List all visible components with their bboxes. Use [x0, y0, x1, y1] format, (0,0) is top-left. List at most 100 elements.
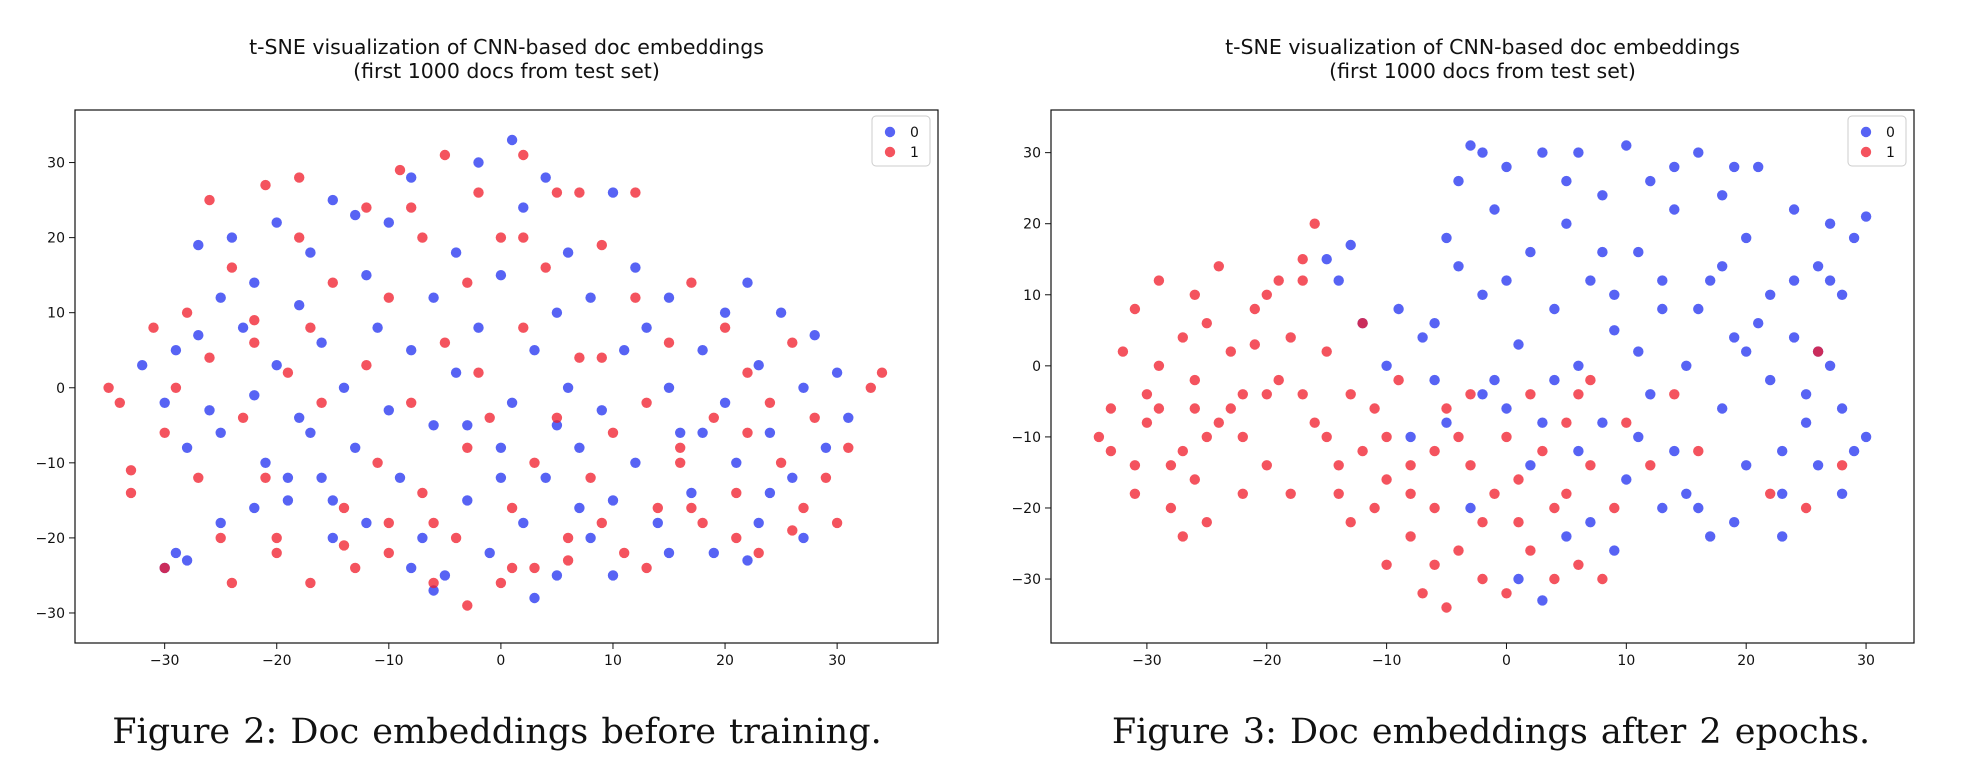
- scatter-point-class-0: [1848, 232, 1860, 244]
- scatter-point-class-1: [170, 382, 182, 393]
- scatter-point-class-1: [1585, 460, 1596, 471]
- scatter-point-class-1: [1285, 488, 1296, 499]
- scatter-point-class-1: [327, 277, 338, 288]
- scatter-point-class-1: [1237, 488, 1248, 499]
- scatter-point-class-0: [1717, 190, 1728, 201]
- scatter-point-class-1: [316, 397, 327, 408]
- scatter-point-class-0: [484, 547, 495, 559]
- scatter-point-class-1: [764, 397, 776, 408]
- scatter-point-class-1: [1189, 474, 1200, 485]
- scatter-point-class-0: [271, 360, 282, 371]
- scatter-point-class-0: [742, 555, 753, 566]
- scatter-point-class-0: [775, 307, 787, 318]
- scatter-point-class-1: [1836, 460, 1848, 471]
- scatter-point-class-1: [1333, 488, 1344, 499]
- scatter-point-class-0: [394, 472, 406, 483]
- scatter-point-class-0: [305, 247, 316, 258]
- scatter-point-class-1: [249, 337, 260, 348]
- scatter-point-class-0: [1729, 517, 1740, 528]
- data-points: [1093, 140, 1872, 613]
- scatter-point-class-0: [574, 442, 585, 453]
- scatter-point-class-0: [1669, 161, 1680, 173]
- scatter-point-class-0: [249, 277, 260, 288]
- scatter-point-class-0: [1609, 545, 1620, 556]
- scatter-point-class-1: [1345, 389, 1356, 400]
- scatter-point-class-1: [484, 412, 495, 423]
- chart-panel-before-training: t-SNE visualization of CNN-based doc emb…: [35, 35, 939, 752]
- scatter-point-class-0: [237, 322, 249, 333]
- scatter-point-class-1: [686, 277, 697, 288]
- scatter-point-class-0: [1836, 289, 1848, 300]
- scatter-point-class-0: [1753, 161, 1764, 173]
- scatter-point-class-0: [495, 270, 507, 281]
- scatter-point-class-0: [1860, 431, 1872, 443]
- scatter-point-class-0: [383, 217, 394, 228]
- scatter-point-class-0: [316, 472, 327, 483]
- scatter-point-class-0: [1537, 417, 1548, 428]
- scatter-point-class-0: [1729, 161, 1740, 173]
- scatter-point-class-0: [562, 382, 574, 393]
- scatter-point-class-1: [215, 532, 226, 544]
- scatter-point-class-0: [260, 457, 271, 468]
- x-tick-label: −30: [1132, 653, 1162, 669]
- scatter-point-class-1: [731, 487, 742, 499]
- scatter-point-class-0: [1525, 246, 1536, 258]
- scatter-point-class-1: [1297, 389, 1308, 400]
- scatter-point-class-0: [282, 495, 294, 506]
- legend-marker-0: [1860, 126, 1872, 138]
- scatter-point-class-0: [372, 322, 383, 333]
- scatter-point-class-0: [831, 367, 843, 378]
- scatter-point-class-0: [753, 517, 764, 529]
- legend-marker-1: [884, 146, 896, 158]
- scatter-point-class-0: [1417, 332, 1428, 343]
- y-tick-label: −30: [1011, 572, 1041, 588]
- scatter-point-class-0: [1633, 346, 1644, 357]
- scatter-point-class-1: [1297, 275, 1308, 286]
- scatter-point-class-0: [1788, 204, 1800, 215]
- scatter-point-class-0: [1525, 460, 1536, 471]
- scatter-point-class-1: [1105, 403, 1117, 414]
- scatter-point-class-0: [417, 532, 428, 544]
- scatter-point-class-1: [1621, 417, 1632, 428]
- scatter-point-class-0: [742, 277, 753, 288]
- scatter-point-class-1: [663, 337, 675, 348]
- legend-label-1: 1: [1886, 145, 1895, 161]
- scatter-point-class-1: [596, 517, 607, 529]
- scatter-point-class-0: [764, 487, 776, 499]
- x-tick-label: 10: [604, 653, 622, 669]
- scatter-point-class-1: [708, 412, 719, 423]
- scatter-point-class-0: [1717, 261, 1728, 272]
- scatter-point-class-0: [619, 345, 630, 356]
- scatter-point-class-0: [1657, 275, 1668, 286]
- scatter-point-class-1: [506, 562, 518, 574]
- scatter-point-class-1: [596, 239, 607, 251]
- scatter-point-class-1: [125, 465, 137, 476]
- y-tick-label: 20: [1023, 217, 1041, 233]
- scatter-point-class-0: [1429, 374, 1440, 386]
- scatter-point-class-0: [1609, 325, 1620, 336]
- scatter-point-class-0: [1501, 161, 1512, 173]
- scatter-point-class-1: [1537, 445, 1548, 457]
- scatter-point-class-0: [1501, 403, 1512, 414]
- scatter-point-class-0: [1645, 175, 1656, 187]
- y-tick-label: 10: [1023, 288, 1041, 304]
- legend-label-0: 0: [910, 125, 919, 141]
- scatter-point-class-0: [495, 472, 507, 483]
- scatter-point-class-1: [473, 187, 484, 198]
- scatter-point-class-0: [518, 517, 529, 529]
- scatter-point-class-1: [1357, 318, 1368, 329]
- scatter-point-class-0: [193, 330, 204, 341]
- scatter-point-class-0: [1693, 147, 1704, 158]
- scatter-point-class-1: [462, 442, 473, 453]
- scatter-point-class-1: [305, 322, 316, 333]
- y-tick-label: 0: [56, 381, 65, 397]
- scatter-point-class-0: [350, 442, 361, 453]
- scatter-point-class-0: [495, 442, 507, 453]
- scatter-point-class-0: [1824, 360, 1836, 371]
- scatter-point-class-0: [1333, 275, 1344, 286]
- scatter-point-class-1: [1273, 374, 1284, 386]
- scatter-point-class-0: [686, 487, 697, 499]
- scatter-point-class-0: [450, 247, 462, 258]
- scatter-point-class-1: [1561, 488, 1572, 499]
- scatter-point-class-0: [1729, 332, 1740, 343]
